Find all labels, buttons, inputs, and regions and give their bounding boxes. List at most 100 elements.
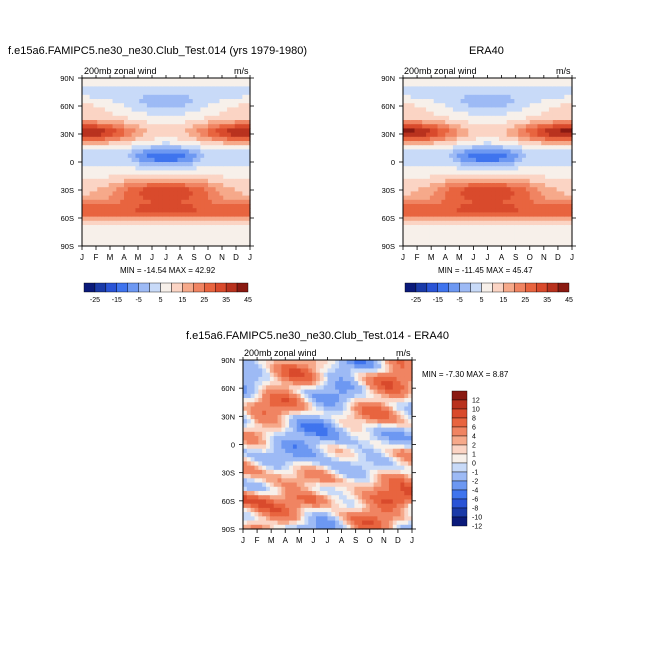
panel1-cell (181, 166, 186, 171)
panel3-cell (358, 389, 363, 395)
panel2-cell (452, 191, 458, 197)
panel2-cell (487, 212, 492, 218)
panel3-cell (312, 482, 317, 488)
panel3-cell (254, 478, 259, 484)
panel2-cell (426, 149, 431, 155)
panel1-cell (104, 90, 110, 96)
panel1-y-tick-label: 90N (60, 74, 74, 83)
panel1-cell (173, 103, 179, 108)
panel1-cell (116, 199, 121, 205)
panel2-cell (472, 120, 477, 125)
panel2-cell (541, 241, 546, 247)
panel2-cell (541, 178, 546, 184)
panel2-cell (525, 136, 531, 142)
panel2-cell (533, 229, 539, 234)
panel1-cell (154, 166, 159, 171)
panel1-cell (211, 103, 217, 108)
panel3-cell (308, 520, 313, 526)
panel2-cell (418, 225, 423, 230)
panel1-cell (211, 141, 217, 146)
panel3-cell (285, 436, 290, 441)
panel3-cell (365, 398, 371, 403)
panel2-cell (502, 111, 508, 117)
panel1-cell (158, 153, 163, 159)
panel2-cell (479, 170, 485, 176)
panel1-cell (101, 195, 106, 201)
panel1-cell (131, 233, 137, 239)
panel1-cell (208, 141, 213, 146)
panel1-cell (101, 111, 106, 117)
panel1-cell (242, 115, 247, 121)
panel2-x-tick-label: F (415, 253, 420, 262)
panel1-cell (108, 157, 114, 163)
panel1-cell (200, 225, 205, 230)
panel2-cell (545, 191, 550, 197)
panel2-cell (533, 124, 539, 129)
panel1-cell (146, 183, 152, 188)
panel1-cell (139, 90, 144, 96)
panel2-cell (564, 124, 569, 129)
panel2-cell (499, 183, 504, 188)
panel1-cell (196, 153, 201, 159)
panel3-cell (346, 381, 352, 386)
panel1-cell (234, 237, 240, 243)
panel3-cell (312, 503, 317, 509)
panel3-cell (327, 385, 332, 391)
panel1-cell (196, 212, 201, 218)
panel1-cell (219, 170, 224, 176)
panel3-cell (342, 507, 348, 513)
panel3-cell (339, 414, 344, 420)
panel2-cell (499, 191, 504, 197)
panel1-colorbar-label: 35 (222, 297, 230, 304)
panel1-colorbar-box (193, 282, 205, 293)
panel1-cell (101, 216, 106, 222)
panel2-cell (445, 157, 450, 163)
panel2-cell (437, 157, 443, 163)
panel3-cell (315, 427, 321, 433)
panel2-cell (437, 99, 443, 104)
panel3-cell (266, 398, 271, 403)
panel1-cell (208, 153, 213, 159)
panel2-cell (541, 82, 546, 87)
panel3-cell (335, 503, 340, 509)
panel1-cell (89, 149, 95, 155)
panel2-cell (456, 107, 462, 113)
panel2-cell (410, 157, 416, 163)
panel2-colorbar-box (546, 282, 559, 293)
panel1-cell (166, 107, 171, 113)
panel1-cell (188, 103, 194, 108)
panel3-cell (243, 499, 248, 505)
panel2-cell (518, 187, 523, 192)
panel3-cell (266, 478, 271, 484)
panel2-cell (468, 162, 473, 167)
panel2-cell (556, 233, 562, 239)
panel1-cell (192, 229, 198, 234)
panel3-cell (289, 440, 294, 446)
panel2-cell (410, 220, 416, 226)
panel1-cell (242, 136, 247, 142)
panel2-cell (510, 199, 515, 205)
panel2-cell (522, 107, 527, 113)
panel1-cell (169, 225, 175, 230)
panel3-cell (350, 402, 355, 408)
panel1-cell (150, 82, 156, 87)
panel3-cell (362, 448, 367, 454)
panel3-cell (342, 368, 348, 374)
panel2-cell (464, 199, 469, 205)
panel2-cell (564, 128, 569, 134)
panel3-cell (327, 364, 332, 370)
panel1-cell (181, 141, 186, 146)
panel3-cell (365, 402, 371, 408)
panel1-cell (246, 82, 251, 87)
panel2-cell (437, 111, 443, 117)
panel3-cell (254, 486, 259, 492)
panel3-cell (273, 440, 279, 446)
panel1-cell (82, 120, 87, 125)
panel3-cell (331, 406, 336, 412)
panel1-cell (223, 115, 228, 121)
panel3-cell (250, 503, 256, 509)
panel1-cell (89, 86, 95, 92)
panel2-cell (522, 128, 527, 134)
panel2-cell (514, 195, 519, 201)
panel3-cell (296, 457, 302, 462)
